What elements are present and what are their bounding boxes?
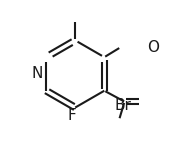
Text: F: F (67, 108, 76, 123)
Text: N: N (31, 66, 42, 81)
Text: Br: Br (115, 99, 132, 113)
Text: O: O (147, 40, 159, 55)
